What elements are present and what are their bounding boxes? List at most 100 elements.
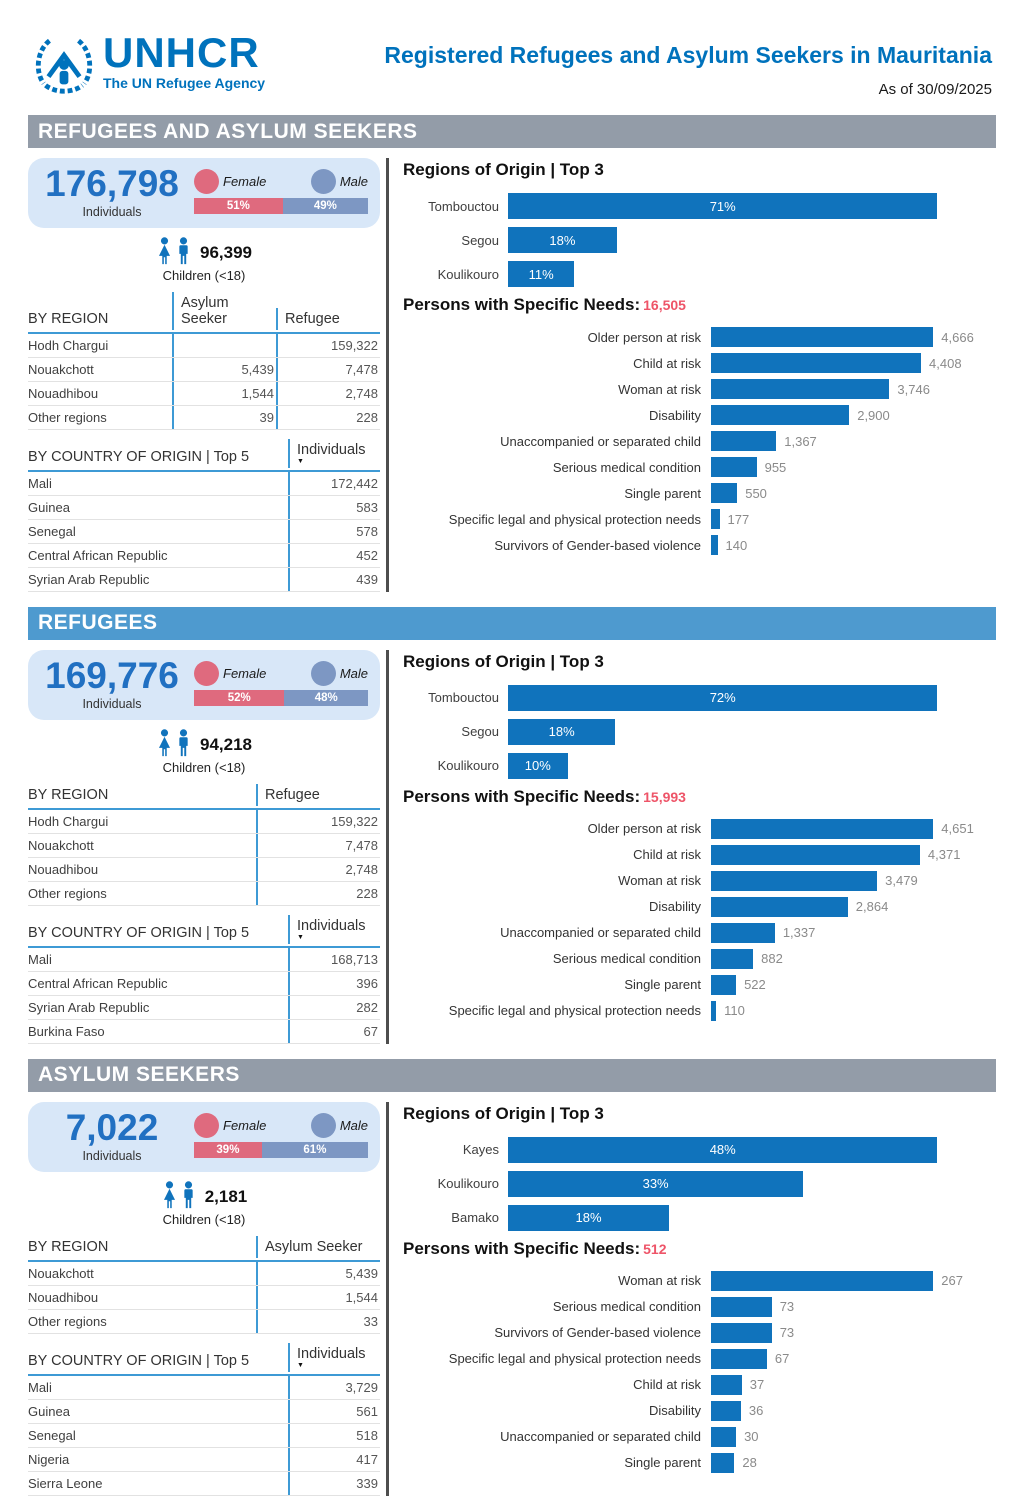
bar-row: Tombouctou 72% (403, 684, 996, 711)
bar (711, 922, 775, 943)
by-region-table-body: Nouakchott 5,439 Nouadhibou 1,544 Other regi… (28, 1261, 380, 1334)
bar: 33% (508, 1170, 804, 1197)
gender-breakdown: Female Male 51% 49% (194, 169, 368, 215)
bar-label: Serious medical condition (552, 459, 701, 475)
female-legend-dot-icon (194, 661, 219, 687)
male-label: Male (339, 1118, 368, 1134)
bar-row: Segou 18% (403, 718, 996, 745)
bar-track: 18% (508, 718, 996, 745)
bar-label: Unaccompanied or separated child (500, 433, 701, 449)
bar-track: 36 (711, 1400, 996, 1421)
gender-breakdown: Female Male 52% 48% (194, 661, 368, 707)
bar (711, 870, 878, 891)
bar-track: 11% (508, 261, 996, 287)
row-value: 1,544 (172, 381, 276, 405)
children-row: 96,399 (28, 237, 380, 266)
row-label: Syrian Arab Republic (28, 999, 150, 1015)
table-row: Nouakchott 7,478 (28, 833, 380, 858)
specific-needs-chart: Older person at risk 4,651 Child at risk 4,… (403, 818, 996, 1021)
row-value: 561 (288, 1399, 380, 1423)
individuals-label: Individuals (82, 204, 142, 219)
by-country-table-body: Mali 172,442 Guinea 583 Senegal 578 Central Af… (28, 471, 380, 592)
table-row: Mali 3,729 (28, 1375, 380, 1400)
female-percentage-segment: 52% (194, 690, 285, 707)
bar-value: 4,408 (929, 355, 962, 371)
girl-icon (163, 1180, 175, 1208)
by-country-table-body: Mali 168,713 Central African Republic 396 Sy… (28, 947, 380, 1044)
male-legend-item: Male (310, 661, 368, 687)
bar-track: 48% (508, 1136, 996, 1163)
by-country-header-label: BY COUNTRY OF ORIGIN | Top 5 (28, 924, 250, 941)
bar-row: Disability 2,900 (403, 405, 996, 425)
row-label: Guinea (28, 1403, 70, 1419)
bar-value: 550 (745, 485, 767, 501)
female-label: Female (223, 174, 267, 190)
row-label: Nouadhibou (28, 1289, 99, 1305)
bar (711, 818, 934, 839)
bar-label: Specific legal and physical protection n… (448, 511, 701, 527)
total-individuals-value: 7,022 (65, 1106, 159, 1148)
bar (711, 535, 718, 555)
bar (711, 509, 720, 529)
psn-total-value: 512 (643, 1240, 667, 1257)
section-content: 7,022 Individuals Female Male (28, 1092, 996, 1504)
as-of-date: As of 30/09/2025 (878, 81, 992, 98)
column-header: Asylum Seeker (172, 291, 276, 330)
unhcr-emblem-icon (35, 38, 93, 94)
bar-track: 72% (508, 684, 996, 711)
bar (711, 1400, 741, 1421)
female-percentage-segment: 51% (194, 198, 283, 215)
sort-descending-icon: ▼ (297, 933, 304, 941)
bar (711, 1322, 772, 1343)
bar-track: 267 (711, 1270, 996, 1291)
bar-label: Tombouctou (428, 198, 499, 214)
bar-track: 177 (711, 509, 996, 529)
female-legend-item: Female (194, 661, 266, 687)
children-count: 94,218 (200, 734, 252, 754)
row-value: 417 (288, 1447, 380, 1471)
male-legend-dot-icon (310, 1113, 336, 1139)
female-legend-item: Female (194, 169, 267, 195)
children-row: 2,181 (28, 1180, 380, 1210)
by-region-table-body: Hodh Chargui 159,322 Nouakchott 5,439 7,478 N… (28, 333, 380, 430)
table-row: Central African Republic 396 (28, 971, 380, 996)
bar (711, 431, 777, 451)
bar-label: Segou (461, 232, 499, 248)
row-value: 7,478 (276, 357, 380, 381)
individuals-column-header: Individuals ▼ (288, 1342, 380, 1372)
bar-row: Woman at risk 267 (403, 1270, 996, 1291)
girl-icon (158, 237, 171, 264)
by-region-table-header: BY REGION Asylum Seeker Refugee (28, 291, 380, 334)
bar-value: 267 (941, 1273, 963, 1289)
children-icons (156, 728, 191, 758)
bar-track: 2,864 (711, 896, 996, 917)
children-icons (161, 1180, 196, 1210)
row-label: Central African Republic (28, 975, 168, 991)
summary-box: 7,022 Individuals Female Male (28, 1101, 380, 1172)
row-label: Mali (28, 951, 52, 967)
children-icons (156, 237, 191, 266)
bar-track: 110 (711, 1000, 996, 1021)
row-value: 228 (256, 881, 380, 905)
row-label: Other regions (28, 409, 107, 425)
regions-chart-title: Regions of Origin | Top 3 (403, 651, 604, 671)
bar-row: Disability 2,864 (403, 896, 996, 917)
summary-box: 169,776 Individuals Female Male (28, 649, 380, 720)
bar-label: Kayes (462, 1142, 499, 1158)
by-country-table-header: BY COUNTRY OF ORIGIN | Top 5 Individuals… (28, 1342, 380, 1376)
psn-total-value: 15,993 (643, 788, 686, 805)
unhcr-logo: UNHCR The UN Refugee Agency (32, 32, 265, 96)
bar-label: Segou (461, 724, 499, 740)
bar-row: Single parent 28 (403, 1452, 996, 1473)
bar: 18% (508, 718, 616, 745)
section-header-bar: REFUGEES AND ASYLUM SEEKERS (28, 115, 996, 148)
by-country-header-label: BY COUNTRY OF ORIGIN | Top 5 (28, 1352, 250, 1369)
bar-row: Specific legal and physical protection n… (403, 509, 996, 529)
male-percentage-segment: 61% (261, 1142, 368, 1159)
bar-track: 37 (711, 1374, 996, 1395)
bar-row: Serious medical condition 73 (403, 1296, 996, 1317)
bar-row: Single parent 522 (403, 974, 996, 995)
gender-legend: Female Male (194, 1113, 368, 1139)
children-count: 2,181 (204, 1186, 248, 1206)
individuals-column-label: Individuals (297, 1345, 366, 1362)
